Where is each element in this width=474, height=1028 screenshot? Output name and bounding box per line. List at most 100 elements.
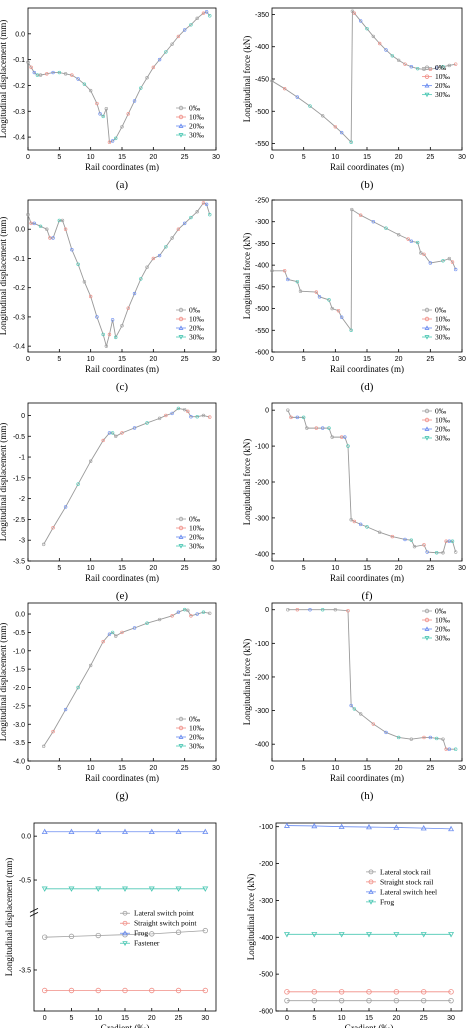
data-point [201, 11, 206, 15]
x-tick-label: 10 [331, 154, 339, 161]
x-tick-label: 5 [302, 154, 306, 161]
y-tick-label: 0.0 [21, 834, 31, 841]
y-tick-label: -400 [255, 551, 269, 558]
y-tick-label: -0.3 [13, 109, 25, 116]
data-point [182, 28, 187, 32]
x-tick-label: 15 [118, 765, 126, 772]
data-point [308, 104, 312, 108]
data-point [42, 987, 48, 994]
data-point [333, 608, 338, 612]
plot-frame [271, 199, 463, 353]
y-tick-label: -200 [259, 861, 273, 868]
data-point [151, 256, 156, 261]
data-point [295, 279, 300, 284]
legend-entry: 30‰ [189, 542, 205, 551]
data-point [311, 989, 317, 995]
legend-marker [424, 436, 430, 441]
y-tick-label: -2 [19, 496, 25, 503]
data-point [68, 886, 75, 892]
data-point [412, 544, 417, 549]
y-tick-label: -300 [255, 515, 269, 522]
data-point [403, 537, 407, 542]
data-point [41, 542, 46, 547]
series-line [286, 825, 452, 830]
data-point [57, 70, 62, 75]
data-point [63, 505, 68, 509]
legend-entry: 0‰ [189, 306, 201, 315]
data-point [114, 335, 118, 340]
legend-marker [178, 123, 184, 128]
x-tick-label: 15 [118, 565, 126, 572]
data-point [441, 551, 445, 555]
data-point [447, 63, 452, 68]
data-point [284, 989, 290, 995]
legend-entry: 30‰ [189, 333, 205, 342]
legend-marker [122, 930, 128, 936]
data-point [311, 997, 317, 1004]
x-tick-label: 20 [395, 154, 403, 161]
data-point [60, 218, 65, 223]
data-point [70, 247, 74, 252]
y-tick-label: 0.0 [15, 31, 25, 38]
x-tick-label: 20 [392, 1015, 400, 1022]
data-point [41, 886, 48, 892]
series-line [287, 609, 456, 750]
x-tick-label: 15 [121, 1015, 129, 1022]
y-tick-label: -500 [259, 972, 273, 979]
data-point [114, 136, 118, 141]
data-point [114, 434, 118, 438]
data-point [88, 663, 93, 668]
chart-panel-a: 0 5 10 15 20 25 30 -0.4 -0.3 -0.2 -0.1 0.0 Rail coor… [0, 7, 220, 191]
plot-frame [27, 602, 217, 762]
x-tick-label: 0 [26, 356, 30, 363]
data-point [409, 65, 414, 69]
data-point [107, 332, 112, 337]
x-tick-label: 30 [212, 356, 220, 363]
data-point [202, 987, 208, 994]
data-point [122, 828, 128, 835]
data-point [175, 929, 182, 935]
data-point [350, 9, 355, 13]
y-tick-label: -350 [255, 12, 269, 19]
data-point [120, 125, 124, 129]
data-point [110, 318, 115, 322]
data-point [101, 639, 105, 644]
panel-label: (d) [361, 381, 374, 393]
data-point [330, 435, 334, 439]
y-tick-label: -0.5 [13, 434, 25, 441]
data-point [314, 290, 319, 294]
data-point [110, 431, 115, 435]
data-point [132, 291, 137, 296]
y-tick-label: -200 [255, 674, 269, 681]
legend-entry: Straight stock rail [380, 877, 433, 886]
data-point [132, 426, 137, 430]
data-point [63, 72, 68, 76]
data-point [120, 630, 124, 635]
legend-marker [424, 316, 430, 322]
y-tick-label: -0.1 [13, 256, 25, 263]
data-point [330, 306, 334, 311]
x-tick-label: 20 [149, 765, 157, 772]
data-point [420, 825, 427, 831]
data-point [145, 621, 149, 625]
data-point [57, 218, 62, 223]
data-point [444, 747, 448, 751]
y-tick-label: -3 [19, 538, 25, 545]
plot-frame [271, 602, 463, 762]
data-point [26, 212, 30, 217]
x-tick-label: 15 [365, 1015, 373, 1022]
y-tick-label: -600 [259, 1009, 273, 1016]
data-point [107, 140, 112, 144]
data-point [283, 932, 290, 938]
data-point [434, 66, 439, 70]
data-point [208, 14, 212, 18]
x-tick-label: 15 [363, 356, 371, 363]
data-point [76, 685, 80, 690]
data-point [270, 79, 274, 83]
data-point [346, 444, 350, 448]
legend-entry: 10‰ [435, 315, 451, 324]
legend-marker [424, 426, 430, 431]
legend-entry: 30‰ [435, 434, 451, 443]
data-point [406, 237, 410, 241]
legend-marker [178, 744, 184, 749]
